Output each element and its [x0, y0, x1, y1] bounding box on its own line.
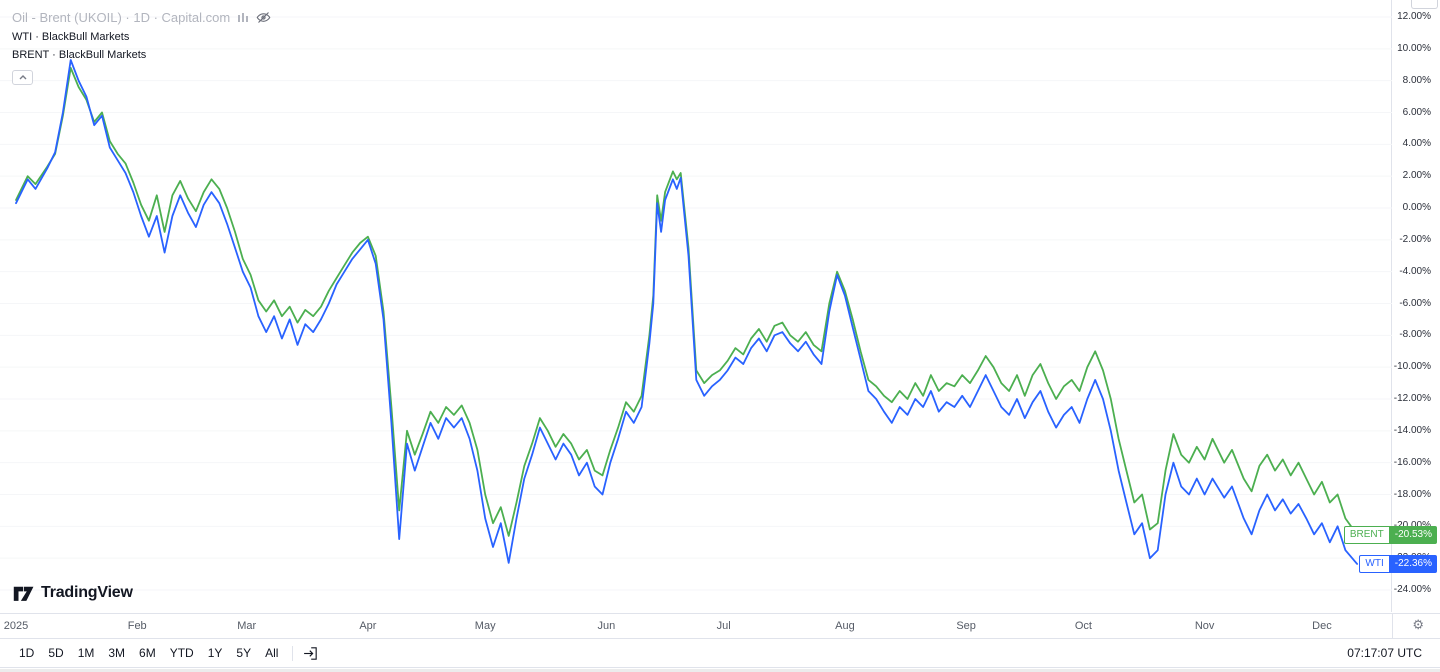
range-button-ytd[interactable]: YTD [163, 643, 201, 663]
axis-divider [1392, 614, 1393, 639]
chevron-up-icon [19, 75, 27, 80]
price-axis-label: 8.00% [1402, 74, 1431, 86]
price-axis-label: -16.00% [1393, 456, 1431, 468]
bar-chart-icon[interactable] [237, 12, 249, 24]
time-axis-label: Jun [597, 620, 616, 632]
time-axis-label: Apr [359, 620, 377, 632]
time-axis-label: Nov [1194, 620, 1215, 632]
price-axis-label: -18.00% [1393, 488, 1431, 500]
legend-row-brent[interactable]: BRENT · BlackBull Markets [12, 49, 271, 61]
time-axis-labels: 2025 Feb Mar Apr May Jun Jul Aug Sep Oct Nov Dec [0, 614, 1392, 639]
time-axis-label: 2025 [3, 620, 29, 632]
go-to-date-icon [302, 645, 319, 662]
tradingview-logo-text: TradingView [41, 584, 133, 601]
price-axis-label: -8.00% [1399, 329, 1431, 341]
range-button-3m[interactable]: 3M [101, 643, 132, 663]
price-axis-label: 2.00% [1402, 170, 1431, 182]
price-axis-label: 12.00% [1397, 11, 1431, 22]
legend-collapse-button[interactable] [12, 70, 33, 85]
range-button-all[interactable]: All [258, 643, 285, 663]
time-axis-label: Jul [716, 620, 731, 632]
time-axis-label: Oct [1074, 620, 1092, 632]
window-bottom-strip [0, 669, 1440, 672]
eye-off-icon[interactable] [256, 10, 271, 25]
price-axis[interactable]: 12.00% 10.00% 8.00% 6.00% 4.00% 2.00% 0.00% -2.… [1393, 0, 1440, 612]
price-axis-label: -20.00% [1393, 520, 1431, 532]
legend-row-wti[interactable]: WTI · BlackBull Markets [12, 31, 271, 43]
price-axis-label: 6.00% [1402, 106, 1431, 118]
price-axis-label: 4.00% [1402, 138, 1431, 150]
range-button-1y[interactable]: 1Y [201, 643, 230, 663]
range-button-1m[interactable]: 1M [71, 643, 102, 663]
series-line-wti[interactable] [15, 59, 1358, 565]
toolbar-divider [292, 645, 294, 661]
price-axis-label: -10.00% [1393, 361, 1431, 373]
time-axis-label: Aug [835, 620, 855, 632]
range-button-1d[interactable]: 1D [12, 643, 41, 663]
time-axis-label: May [474, 620, 496, 632]
time-axis-label: Feb [127, 620, 147, 632]
legend: Oil - Brent (UKOIL) · 1D · Capital.com W… [12, 10, 271, 61]
tradingview-logo-icon [13, 584, 35, 602]
legend-label-wti: WTI · BlackBull Markets [12, 31, 130, 43]
range-button-5y[interactable]: 5Y [229, 643, 258, 663]
price-axis-label: -6.00% [1399, 297, 1431, 309]
legend-label-brent: BRENT · BlackBull Markets [12, 49, 147, 61]
time-axis-label: Dec [1312, 620, 1332, 632]
series-line-brent[interactable] [15, 67, 1358, 537]
time-axis[interactable]: 2025 Feb Mar Apr May Jun Jul Aug Sep Oct Nov Dec ⚙ [0, 613, 1440, 639]
tradingview-logo[interactable]: TradingView [13, 584, 133, 602]
go-to-date-button[interactable] [300, 643, 321, 664]
price-axis-label: -2.00% [1399, 233, 1431, 245]
symbol-legend-row[interactable]: Oil - Brent (UKOIL) · 1D · Capital.com [12, 10, 271, 25]
price-axis-label: -12.00% [1393, 393, 1431, 404]
range-button-6m[interactable]: 6M [132, 643, 163, 663]
timezone-button[interactable]: 07:17:07 UTC [1341, 643, 1428, 663]
bottom-toolbar: 1D 5D 1M 3M 6M YTD 1Y 5Y All 07:17:07 UTC [0, 638, 1440, 668]
chart-pane[interactable]: Oil - Brent (UKOIL) · 1D · Capital.com W… [0, 0, 1392, 612]
price-axis-label: -14.00% [1393, 424, 1431, 436]
price-scale-handle[interactable] [1411, 0, 1438, 9]
price-axis-label: -24.00% [1393, 584, 1431, 595]
price-chart[interactable] [0, 0, 1392, 612]
price-axis-label: 10.00% [1397, 42, 1431, 54]
range-button-5d[interactable]: 5D [41, 643, 70, 663]
price-axis-label: -4.00% [1399, 265, 1431, 277]
chart-settings-gear-icon[interactable]: ⚙ [1412, 617, 1424, 632]
symbol-title: Oil - Brent (UKOIL) · 1D · Capital.com [12, 10, 231, 25]
price-axis-label: -22.00% [1393, 552, 1431, 564]
time-axis-label: Mar [237, 620, 257, 632]
price-axis-label: 0.00% [1402, 202, 1431, 213]
range-selector: 1D 5D 1M 3M 6M YTD 1Y 5Y All [12, 643, 285, 663]
time-axis-label: Sep [956, 620, 976, 632]
